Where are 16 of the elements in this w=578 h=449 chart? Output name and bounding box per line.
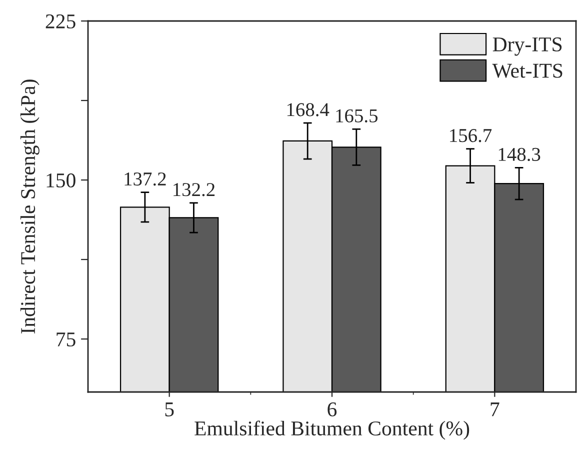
data-label: 165.5 <box>336 109 378 122</box>
x-axis-title: Emulsified Bitumen Content (%) <box>194 420 470 440</box>
x-tick-label: 6 <box>328 402 337 416</box>
data-label: 148.3 <box>498 148 540 162</box>
x-tick-label: 5 <box>165 402 174 416</box>
data-label: 168.4 <box>287 103 330 116</box>
data-label: 156.7 <box>450 129 492 142</box>
legend-label: Wet-ITS <box>492 64 562 78</box>
legend-label: Dry-ITS <box>492 37 562 56</box>
y-tick-label: 75 <box>56 332 76 346</box>
y-tick-label: 225 <box>46 14 76 28</box>
data-label: 137.2 <box>124 172 166 186</box>
y-axis-title: Indirect Tensile Strength (kPa) <box>20 80 40 334</box>
x-tick-label: 7 <box>490 402 500 416</box>
data-label: 132.2 <box>174 183 215 196</box>
y-tick-label: 150 <box>46 173 76 188</box>
